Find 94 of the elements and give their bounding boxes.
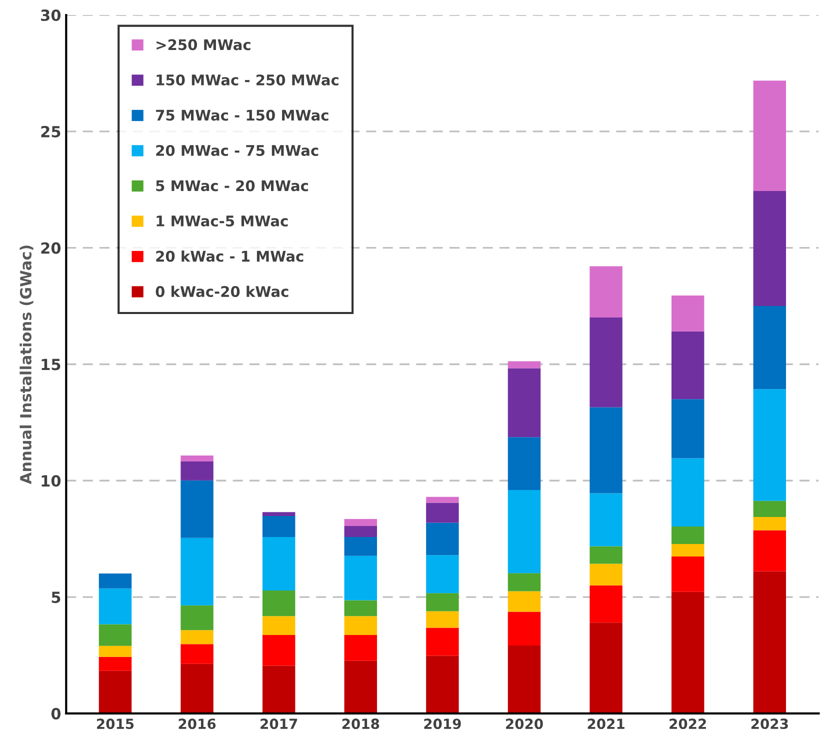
bar — [262, 516, 296, 537]
bar — [753, 500, 786, 517]
bar — [426, 496, 459, 503]
y-tick-label: 5 — [52, 592, 60, 604]
x-tick-label: 2015 — [97, 718, 134, 730]
bar — [671, 458, 704, 527]
bar — [508, 573, 541, 592]
bar — [426, 628, 459, 656]
bar — [671, 331, 704, 400]
y-tick-label: 25 — [41, 126, 60, 138]
legend-label: 0 kWac-20 kWac — [156, 286, 288, 298]
bar — [262, 634, 296, 666]
y-axis-title: Annual Installations (GWac) — [20, 246, 34, 484]
bar — [344, 634, 378, 661]
bar — [180, 664, 214, 714]
x-tick-label: 2022 — [670, 718, 706, 730]
bar — [98, 574, 132, 588]
bar — [508, 437, 541, 490]
x-tick-label: 2023 — [751, 718, 788, 730]
bar — [590, 407, 622, 494]
bar — [344, 600, 378, 616]
bar — [98, 670, 132, 714]
bar — [671, 526, 704, 544]
bar — [344, 536, 378, 556]
bar — [344, 660, 378, 714]
bar — [426, 522, 459, 556]
bar — [180, 480, 214, 538]
legend-label: 150 MWac - 250 MWac — [156, 74, 338, 86]
y-tick-label: 15 — [42, 358, 60, 370]
bar — [180, 605, 214, 630]
bar — [753, 80, 786, 192]
bar — [180, 455, 214, 462]
x-tick-label: 2016 — [178, 718, 216, 730]
bar — [508, 361, 541, 368]
bar — [262, 616, 296, 635]
x-tick-label: 2021 — [588, 718, 624, 730]
bar — [426, 555, 459, 594]
y-tick-label: 0 — [51, 708, 61, 720]
bar — [426, 593, 459, 612]
bar — [98, 656, 132, 671]
x-tick-label: 2017 — [260, 718, 298, 730]
bar — [590, 493, 622, 546]
bar — [344, 616, 378, 635]
bar — [98, 588, 132, 624]
bar — [671, 399, 704, 458]
bar — [590, 266, 622, 318]
bar — [180, 538, 214, 606]
bar — [590, 622, 622, 714]
bar — [671, 592, 704, 714]
bar — [508, 490, 541, 574]
bar — [344, 526, 378, 537]
bar — [426, 502, 459, 523]
bar — [262, 590, 296, 616]
bar — [180, 630, 214, 644]
bar — [344, 519, 378, 526]
bar — [590, 546, 622, 564]
bar — [508, 612, 541, 646]
bar — [98, 646, 132, 657]
bar — [753, 389, 786, 501]
bar — [426, 656, 459, 714]
bar — [344, 556, 378, 600]
bar — [590, 564, 622, 586]
legend-label: 1 MWac-5 MWac — [156, 216, 288, 227]
y-tick-label: 10 — [42, 475, 61, 487]
y-tick-label: 30 — [41, 9, 61, 22]
legend-label: 20 kWac - 1 MWac — [156, 250, 304, 262]
bar — [262, 536, 296, 591]
bar — [508, 591, 541, 612]
bar — [590, 585, 622, 623]
bar — [671, 544, 704, 557]
bar — [753, 191, 786, 306]
bar — [753, 516, 786, 530]
bar — [590, 317, 622, 408]
bar — [753, 306, 786, 390]
bar — [508, 368, 541, 438]
bar — [180, 644, 214, 664]
bar — [262, 666, 296, 714]
x-tick-label: 2018 — [342, 718, 380, 730]
bar — [262, 512, 296, 516]
legend-label: 5 MWac - 20 MWac — [156, 180, 308, 192]
legend-label: 75 MWac - 150 MWac — [156, 110, 328, 121]
bar — [508, 645, 541, 714]
x-tick-label: 2019 — [424, 718, 461, 730]
bar — [753, 571, 786, 714]
legend-label: 20 MWac - 75 MWac — [156, 144, 318, 156]
y-tick-label: 20 — [41, 242, 61, 254]
bar — [671, 556, 704, 592]
bar — [180, 462, 214, 480]
legend-label: >250 MWac — [156, 39, 250, 50]
x-tick-label: 2020 — [506, 718, 543, 730]
bar — [98, 624, 132, 646]
bar — [426, 611, 459, 628]
bar — [671, 296, 704, 332]
bar — [753, 530, 786, 572]
